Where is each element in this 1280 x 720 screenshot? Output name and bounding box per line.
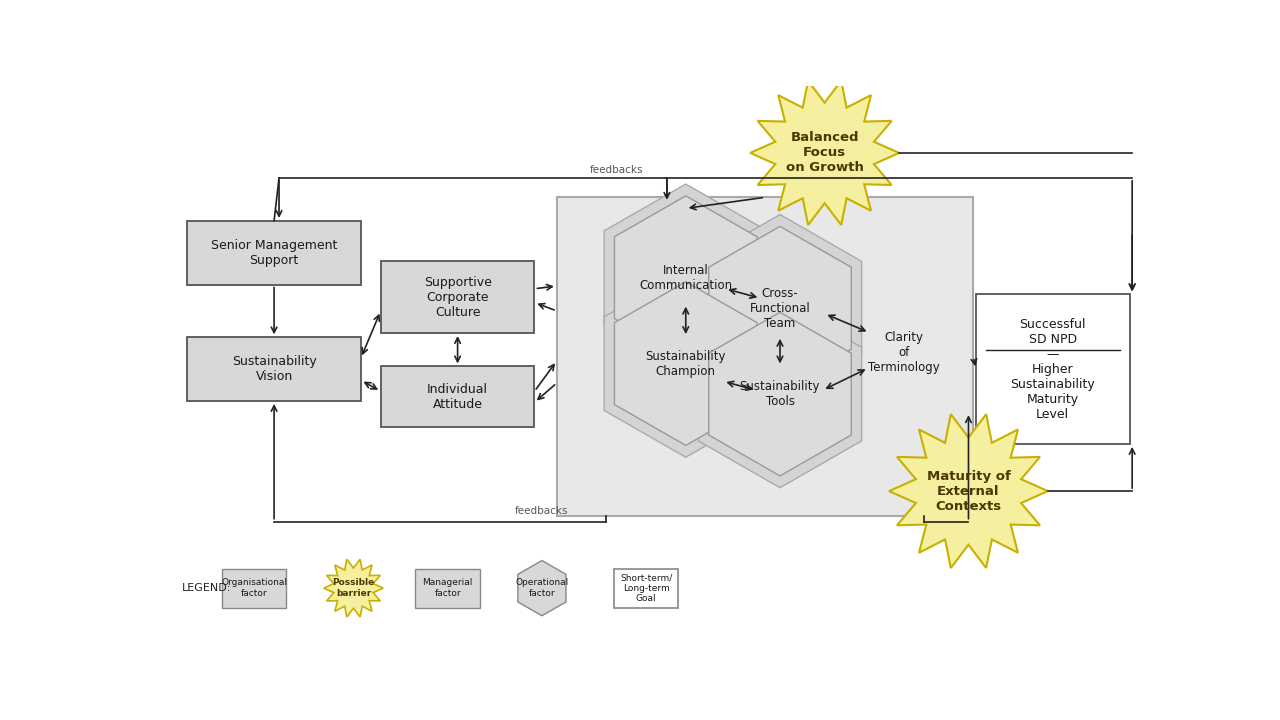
Text: Senior Management
Support: Senior Management Support: [211, 239, 337, 266]
Polygon shape: [890, 414, 1048, 568]
Polygon shape: [699, 300, 861, 487]
Text: Cross-
Functional
Team: Cross- Functional Team: [750, 287, 810, 330]
Polygon shape: [518, 561, 566, 616]
Text: Internal
Communication: Internal Communication: [639, 264, 732, 292]
FancyBboxPatch shape: [416, 569, 480, 608]
Text: Organisational
factor: Organisational factor: [221, 578, 287, 598]
Text: Supportive
Corporate
Culture: Supportive Corporate Culture: [424, 276, 492, 318]
FancyBboxPatch shape: [975, 294, 1130, 444]
Text: Successful
SD NPD
—
Higher
Sustainability
Maturity
Level: Successful SD NPD — Higher Sustainabilit…: [1010, 318, 1096, 420]
FancyBboxPatch shape: [557, 197, 973, 516]
Polygon shape: [604, 184, 768, 372]
Polygon shape: [750, 81, 899, 225]
Polygon shape: [604, 270, 768, 457]
Text: LEGEND:: LEGEND:: [182, 583, 232, 593]
Text: Maturity of
External
Contexts: Maturity of External Contexts: [927, 469, 1010, 513]
FancyBboxPatch shape: [380, 261, 535, 333]
Polygon shape: [614, 282, 756, 446]
Polygon shape: [709, 312, 851, 476]
Text: Sustainability
Tools: Sustainability Tools: [740, 380, 820, 408]
Text: feedbacks: feedbacks: [515, 505, 568, 516]
Text: Short-term/
Long-term
Goal: Short-term/ Long-term Goal: [620, 573, 672, 603]
FancyBboxPatch shape: [380, 366, 535, 428]
Text: Possible
barrier: Possible barrier: [333, 578, 375, 598]
Polygon shape: [699, 215, 861, 402]
Text: Clarity
of
Terminology: Clarity of Terminology: [868, 331, 940, 374]
FancyBboxPatch shape: [614, 569, 678, 608]
Text: Balanced
Focus
on Growth: Balanced Focus on Growth: [786, 132, 864, 174]
Text: Individual
Attitude: Individual Attitude: [428, 383, 488, 411]
Polygon shape: [324, 559, 383, 617]
Text: feedbacks: feedbacks: [590, 165, 643, 174]
Polygon shape: [709, 226, 851, 390]
Polygon shape: [614, 196, 756, 359]
Text: Sustainability
Vision: Sustainability Vision: [232, 355, 316, 383]
Text: Sustainability
Champion: Sustainability Champion: [645, 350, 726, 377]
FancyBboxPatch shape: [187, 221, 361, 284]
Text: Operational
factor: Operational factor: [516, 578, 568, 598]
Text: Managerial
factor: Managerial factor: [422, 578, 472, 598]
FancyBboxPatch shape: [221, 569, 287, 608]
FancyBboxPatch shape: [187, 337, 361, 401]
